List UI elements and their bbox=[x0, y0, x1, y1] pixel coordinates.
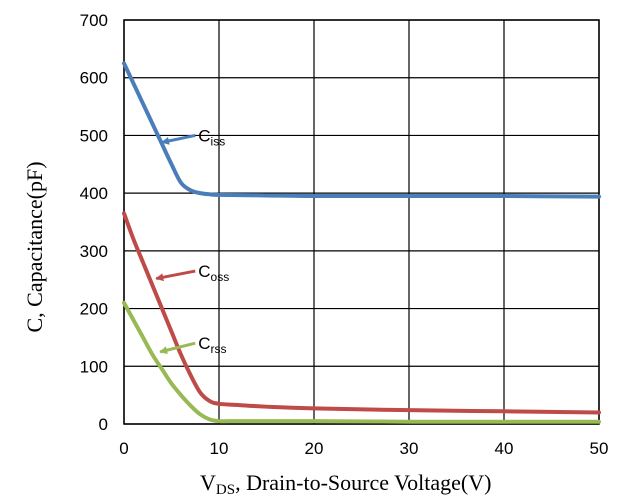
series-label-oss: Coss bbox=[198, 262, 229, 284]
callout-arrow-oss bbox=[155, 269, 196, 282]
series-line-oss bbox=[122, 211, 601, 415]
y-tick-label: 300 bbox=[80, 242, 108, 261]
series-line-rss bbox=[122, 300, 601, 424]
x-tick-label: 50 bbox=[590, 439, 609, 458]
x-tick-label: 20 bbox=[305, 439, 324, 458]
x-tick-label: 0 bbox=[119, 439, 128, 458]
gridlines bbox=[123, 19, 600, 425]
y-tick-label: 600 bbox=[80, 69, 108, 88]
y-axis-title: C, Capacitance(pF) bbox=[22, 161, 47, 332]
y-tick-label: 0 bbox=[99, 415, 108, 434]
x-axis-title-rest: , Drain-to-Source Voltage(V) bbox=[235, 470, 491, 495]
x-axis-title-main: V bbox=[200, 470, 216, 495]
plot-area-frame bbox=[123, 19, 600, 425]
y-tick-label: 200 bbox=[80, 300, 108, 319]
x-axis-title: VDS, Drain-to-Source Voltage(V) bbox=[200, 470, 491, 495]
series-label-iss: Ciss bbox=[198, 126, 225, 148]
y-tick-labels: 0 100 200 300 400 500 600 700 bbox=[80, 11, 108, 434]
x-tick-labels: 0 10 20 30 40 50 bbox=[119, 439, 608, 458]
x-tick-label: 40 bbox=[495, 439, 514, 458]
series-callouts: Ciss Coss Crss bbox=[155, 126, 229, 356]
y-tick-label: 700 bbox=[80, 11, 108, 30]
callout-arrow-iss bbox=[161, 133, 196, 145]
series-layer bbox=[122, 61, 601, 424]
x-axis-title-sub: DS bbox=[216, 482, 235, 495]
series-line-iss bbox=[122, 61, 601, 199]
x-tick-label: 30 bbox=[400, 439, 419, 458]
y-tick-label: 400 bbox=[80, 184, 108, 203]
x-tick-label: 10 bbox=[210, 439, 229, 458]
y-tick-label: 100 bbox=[80, 357, 108, 376]
series-label-rss: Crss bbox=[198, 334, 226, 356]
callout-arrow-rss bbox=[159, 341, 196, 355]
y-tick-label: 500 bbox=[80, 126, 108, 145]
